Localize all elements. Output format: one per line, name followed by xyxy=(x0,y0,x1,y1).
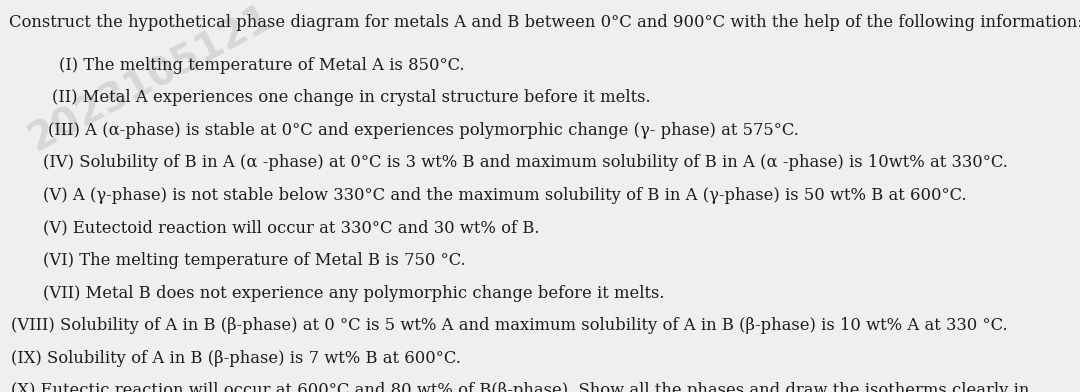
Text: (I) The melting temperature of Metal A is 850°C.: (I) The melting temperature of Metal A i… xyxy=(59,57,465,74)
Text: 2023105121: 2023105121 xyxy=(23,0,280,159)
Text: (IX) Solubility of A in B (β-phase) is 7 wt% B at 600°C.: (IX) Solubility of A in B (β-phase) is 7… xyxy=(11,350,461,367)
Text: (X) Eutectic reaction will occur at 600°C and 80 wt% of B(β-phase). Show all the: (X) Eutectic reaction will occur at 600°… xyxy=(11,382,1029,392)
Text: (V) Eutectoid reaction will occur at 330°C and 30 wt% of B.: (V) Eutectoid reaction will occur at 330… xyxy=(43,220,540,236)
Text: (VII) Metal B does not experience any polymorphic change before it melts.: (VII) Metal B does not experience any po… xyxy=(43,285,664,301)
Text: (II) Metal A experiences one change in crystal structure before it melts.: (II) Metal A experiences one change in c… xyxy=(52,89,650,106)
Text: (VI) The melting temperature of Metal B is 750 °C.: (VI) The melting temperature of Metal B … xyxy=(43,252,465,269)
Text: (VIII) Solubility of A in B (β-phase) at 0 °C is 5 wt% A and maximum solubility : (VIII) Solubility of A in B (β-phase) at… xyxy=(11,317,1008,334)
Text: (IV) Solubility of B in A (α -phase) at 0°C is 3 wt% B and maximum solubility of: (IV) Solubility of B in A (α -phase) at … xyxy=(43,154,1008,171)
Text: (III) A (α-phase) is stable at 0°C and experiences polymorphic change (γ- phase): (III) A (α-phase) is stable at 0°C and e… xyxy=(48,122,798,139)
Text: (V) A (γ-phase) is not stable below 330°C and the maximum solubility of B in A (: (V) A (γ-phase) is not stable below 330°… xyxy=(43,187,967,204)
Text: Construct the hypothetical phase diagram for metals A and B between 0°C and 900°: Construct the hypothetical phase diagram… xyxy=(9,14,1080,31)
